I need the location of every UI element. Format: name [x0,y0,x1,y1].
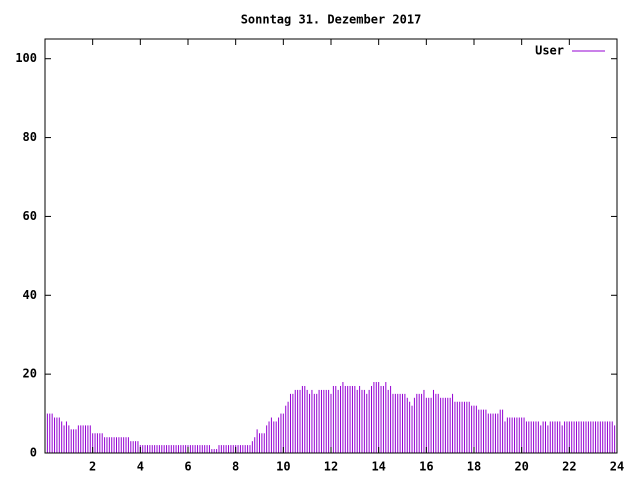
x-tick-label: 18 [467,460,481,474]
x-tick-label: 14 [371,460,385,474]
y-tick-label: 80 [23,130,37,144]
y-tick-label: 60 [23,209,37,223]
y-tick-label: 20 [23,367,37,381]
chart-title: Sonntag 31. Dezember 2017 [241,13,422,27]
y-tick-label: 0 [30,446,37,460]
y-tick-label: 100 [15,51,37,65]
legend-label: User [535,44,564,58]
x-tick-label: 12 [324,460,338,474]
x-tick-label: 8 [232,460,239,474]
x-tick-label: 20 [514,460,528,474]
x-tick-label: 4 [137,460,144,474]
x-tick-label: 2 [89,460,96,474]
y-tick-label: 40 [23,288,37,302]
x-tick-label: 6 [184,460,191,474]
x-tick-label: 24 [610,460,624,474]
x-tick-label: 10 [276,460,290,474]
x-tick-label: 22 [562,460,576,474]
x-tick-label: 16 [419,460,433,474]
